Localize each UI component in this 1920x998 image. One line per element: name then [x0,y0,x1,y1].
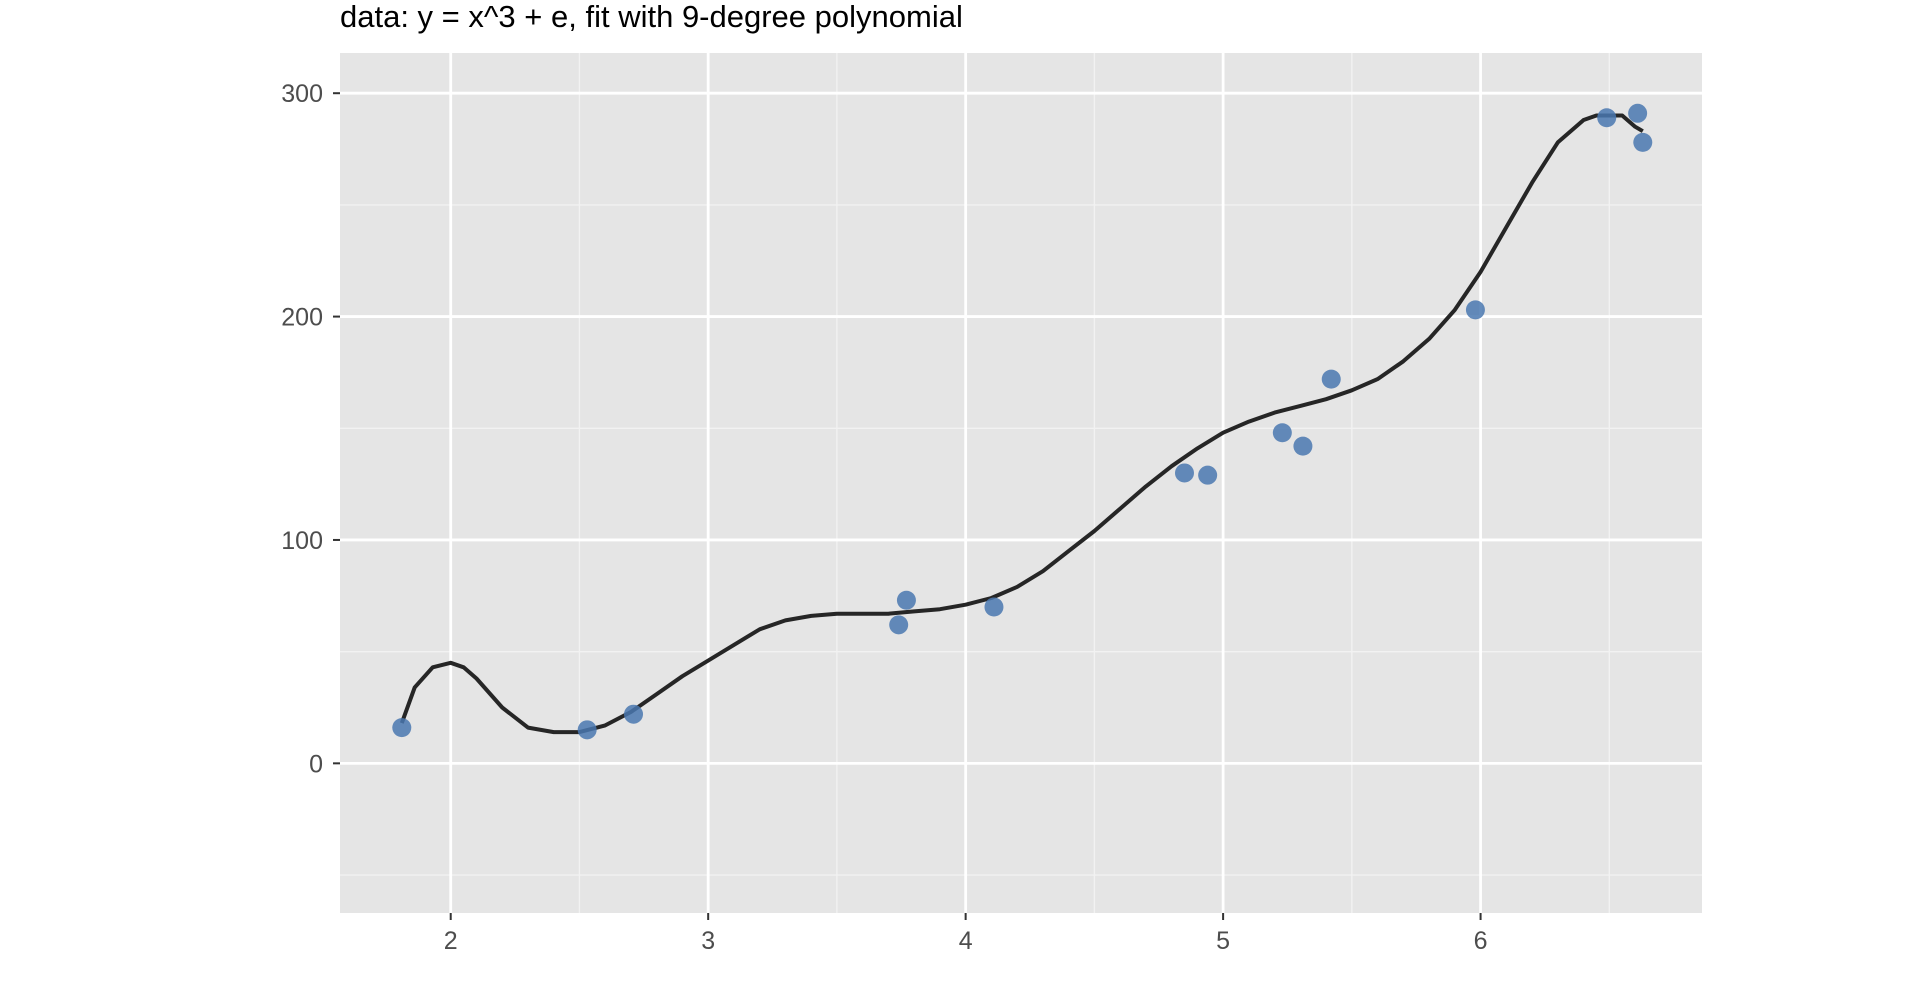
data-point [1272,423,1292,443]
polynomial-fit-line [399,113,1644,735]
x-tick-label: 6 [1474,927,1488,955]
data-point [1628,103,1648,123]
data-point [896,590,916,610]
minor-gridlines [340,53,1702,913]
data-point [1293,436,1313,456]
plot-panel [340,53,1702,913]
data-point [889,615,909,635]
fit-line-layer [399,113,1644,735]
data-point [984,597,1004,617]
x-tick-label: 3 [701,927,715,955]
x-axis: 2 3 4 5 6 [444,913,1488,955]
data-point [1597,108,1617,128]
y-tick-label: 300 [281,80,323,108]
data-point [1174,463,1194,483]
data-point [1465,300,1485,320]
y-tick-label: 200 [281,304,323,332]
data-points [392,103,1653,740]
data-point [624,704,644,724]
chart-title: data: y = x^3 + e, fit with 9-degree pol… [340,0,963,34]
x-tick-label: 2 [444,927,458,955]
x-tick-label: 4 [959,927,973,955]
data-point [577,720,597,740]
y-tick-label: 100 [281,527,323,555]
major-gridlines [340,53,1702,913]
data-point [1198,465,1218,485]
data-point [1633,132,1653,152]
y-axis: 0 100 200 300 [281,80,340,778]
data-point [1321,369,1341,389]
y-tick-label: 0 [309,750,323,778]
data-point [392,718,412,738]
x-tick-label: 5 [1216,927,1230,955]
